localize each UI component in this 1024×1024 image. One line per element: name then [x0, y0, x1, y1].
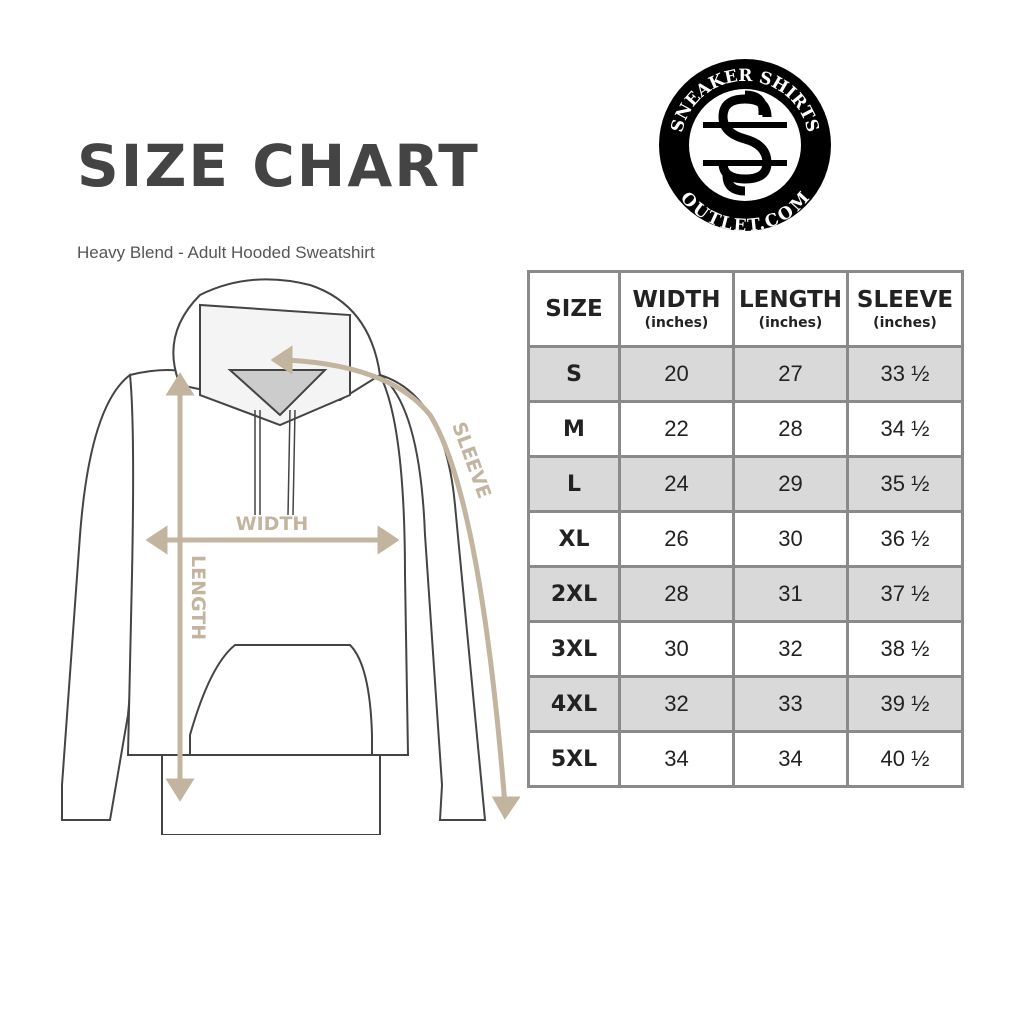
- hoodie-diagram: WIDTH LENGTH SLEEVE: [61, 278, 520, 835]
- length-cell: 33: [732, 675, 849, 733]
- size-cell: 4XL: [527, 675, 621, 733]
- table-row: 5XL 34 34 40 ½: [527, 730, 964, 788]
- table-row: M 22 28 34 ½: [527, 400, 964, 458]
- length-cell: 30: [732, 510, 849, 568]
- page-title: SIZE CHART: [77, 132, 480, 200]
- length-cell: 29: [732, 455, 849, 513]
- sleeve-cell: 35 ½: [846, 455, 964, 513]
- width-cell: 24: [618, 455, 735, 513]
- sleeve-label: SLEEVE: [447, 419, 495, 501]
- width-cell: 30: [618, 620, 735, 678]
- length-cell: 34: [732, 730, 849, 788]
- table-header-row: SIZE WIDTH (inches) LENGTH (inches) SLEEVE…: [527, 270, 964, 348]
- column-header-sleeve: SLEEVE (inches): [846, 270, 964, 348]
- length-cell: 32: [732, 620, 849, 678]
- sleeve-cell: 33 ½: [846, 345, 964, 403]
- sleeve-cell: 34 ½: [846, 400, 964, 458]
- table-row: 4XL 32 33 39 ½: [527, 675, 964, 733]
- size-cell: 3XL: [527, 620, 621, 678]
- table-row: S 20 27 33 ½: [527, 345, 964, 403]
- size-cell: L: [527, 455, 621, 513]
- table-row: 3XL 30 32 38 ½: [527, 620, 964, 678]
- sleeve-cell: 37 ½: [846, 565, 964, 623]
- sleeve-cell: 38 ½: [846, 620, 964, 678]
- size-cell: 5XL: [527, 730, 621, 788]
- width-label: WIDTH: [236, 513, 309, 535]
- width-cell: 20: [618, 345, 735, 403]
- width-cell: 34: [618, 730, 735, 788]
- size-cell: M: [527, 400, 621, 458]
- length-cell: 27: [732, 345, 849, 403]
- table-row: XL 26 30 36 ½: [527, 510, 964, 568]
- width-cell: 22: [618, 400, 735, 458]
- size-cell: S: [527, 345, 621, 403]
- brand-logo: SNEAKER SHIRTS OUTLET.COM: [659, 59, 831, 235]
- hoodie-outline: [61, 278, 487, 835]
- sleeve-cell: 40 ½: [846, 730, 964, 788]
- length-label: LENGTH: [187, 555, 209, 640]
- column-header-width: WIDTH (inches): [618, 270, 735, 348]
- monogram-icon: [703, 90, 787, 196]
- table-row: 2XL 28 31 37 ½: [527, 565, 964, 623]
- product-subtitle: Heavy Blend - Adult Hooded Sweatshirt: [77, 243, 375, 262]
- sleeve-arrow: [284, 357, 508, 806]
- size-cell: 2XL: [527, 565, 621, 623]
- width-cell: 28: [618, 565, 735, 623]
- measure-lines: [145, 345, 520, 820]
- width-cell: 32: [618, 675, 735, 733]
- sleeve-cell: 36 ½: [846, 510, 964, 568]
- table-row: L 24 29 35 ½: [527, 455, 964, 513]
- column-header-length: LENGTH (inches): [732, 270, 849, 348]
- length-cell: 28: [732, 400, 849, 458]
- sleeve-cell: 39 ½: [846, 675, 964, 733]
- column-header-size: SIZE: [527, 270, 621, 348]
- size-table: SIZE WIDTH (inches) LENGTH (inches) SLEEVE…: [527, 270, 964, 788]
- length-cell: 31: [732, 565, 849, 623]
- width-cell: 26: [618, 510, 735, 568]
- size-cell: XL: [527, 510, 621, 568]
